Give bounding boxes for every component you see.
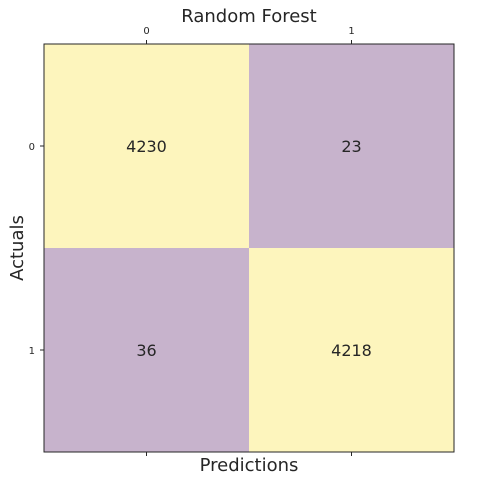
x-axis-label: Predictions — [200, 455, 299, 476]
y-tick-label-0: 0 — [29, 142, 35, 153]
matrix-cell-r1-c1 — [249, 248, 454, 452]
matrix-cell-r0-c1 — [249, 44, 454, 248]
x-tick-label-0: 0 — [143, 26, 149, 37]
plot-frame — [43, 43, 455, 453]
cell-value-r0-c0: 4230 — [126, 137, 167, 156]
matrix-cell-r0-c0 — [44, 44, 249, 248]
cell-value-r0-c1: 23 — [341, 137, 361, 156]
y-tick-label-1: 1 — [29, 346, 35, 357]
matrix-cells: 4230 23 36 4218 — [44, 44, 454, 452]
y-axis-label: Actuals — [7, 215, 28, 281]
x-tick-label-1: 1 — [348, 26, 354, 37]
cell-value-r1-c0: 36 — [136, 341, 156, 360]
chart-title: Random Forest — [181, 6, 316, 27]
matrix-cell-r1-c0 — [44, 248, 249, 452]
cell-value-r1-c1: 4218 — [331, 341, 372, 360]
axis-ticks: 0 1 0 1 — [29, 26, 355, 456]
